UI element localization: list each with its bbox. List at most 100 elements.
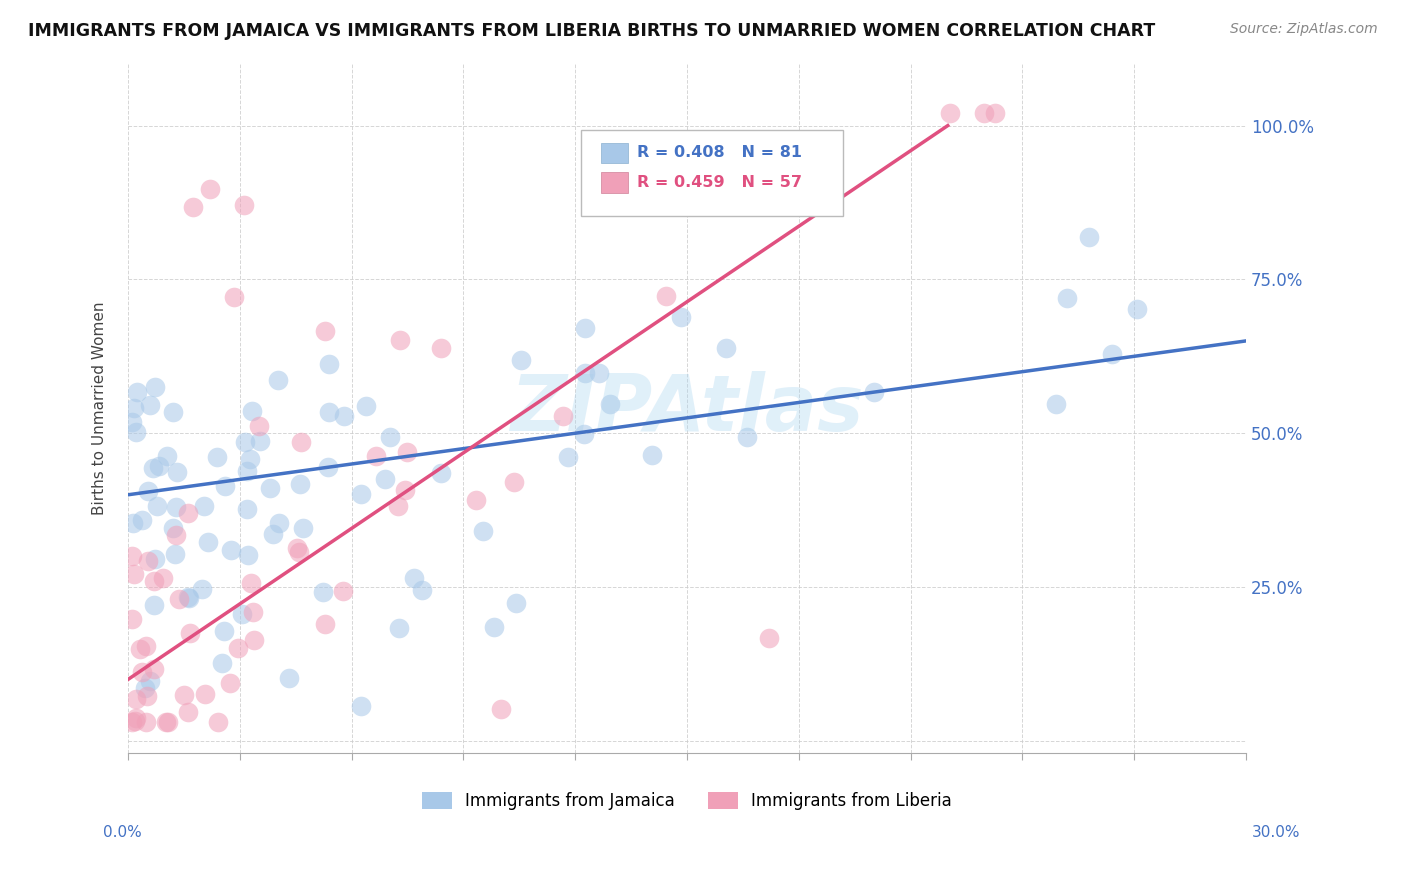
Point	[224, 290, 246, 304]
Point	[146, 500, 169, 514]
Point	[269, 516, 291, 530]
Point	[1126, 301, 1149, 316]
Point	[387, 500, 409, 514]
Point	[142, 662, 165, 676]
Point	[1045, 397, 1067, 411]
Point	[197, 535, 219, 549]
Point	[231, 607, 253, 622]
Point	[247, 418, 270, 433]
Point	[148, 458, 170, 473]
Point	[179, 591, 201, 605]
Point	[233, 434, 256, 449]
Point	[211, 657, 233, 671]
FancyBboxPatch shape	[581, 129, 844, 216]
Text: 0.0%: 0.0%	[103, 825, 142, 839]
Point	[243, 632, 266, 647]
Point	[288, 477, 311, 491]
Point	[332, 409, 354, 423]
Point	[239, 452, 262, 467]
Point	[165, 547, 187, 561]
Point	[128, 642, 150, 657]
Point	[219, 676, 242, 690]
Point	[214, 479, 236, 493]
Point	[312, 584, 335, 599]
Point	[166, 465, 188, 479]
Text: 30.0%: 30.0%	[1253, 825, 1301, 839]
Point	[134, 681, 156, 696]
Point	[152, 571, 174, 585]
Point	[125, 425, 148, 439]
Point	[374, 472, 396, 486]
Point	[332, 584, 354, 599]
Point	[176, 590, 198, 604]
Point	[143, 574, 166, 589]
Point	[572, 426, 595, 441]
Text: ZIPAtlas: ZIPAtlas	[510, 370, 863, 447]
Point	[198, 182, 221, 196]
Point	[574, 321, 596, 335]
Point	[588, 366, 610, 380]
Point	[242, 605, 264, 619]
Point	[233, 198, 256, 212]
Point	[553, 409, 575, 424]
Point	[177, 506, 200, 520]
Point	[277, 671, 299, 685]
Point	[155, 715, 177, 730]
Point	[141, 461, 163, 475]
Point	[143, 380, 166, 394]
Point	[314, 324, 336, 338]
Point	[318, 405, 340, 419]
Point	[236, 501, 259, 516]
Point	[139, 673, 162, 688]
Point	[1056, 291, 1078, 305]
Point	[758, 631, 780, 645]
Point	[574, 367, 596, 381]
Point	[262, 527, 284, 541]
Point	[599, 396, 621, 410]
Point	[125, 385, 148, 400]
Point	[131, 665, 153, 679]
Point	[482, 619, 505, 633]
Point	[411, 583, 433, 598]
Point	[354, 399, 377, 413]
Point	[863, 384, 886, 399]
Point	[267, 373, 290, 387]
Point	[121, 416, 143, 430]
FancyBboxPatch shape	[600, 143, 627, 163]
Point	[136, 554, 159, 568]
Point	[143, 599, 166, 613]
Point	[973, 106, 995, 120]
Point	[669, 310, 692, 324]
Point	[162, 521, 184, 535]
Point	[125, 711, 148, 725]
Point	[165, 500, 187, 515]
Point	[207, 450, 229, 464]
Point	[121, 549, 143, 564]
Point	[430, 341, 453, 355]
Point	[139, 398, 162, 412]
Point	[124, 401, 146, 416]
Point	[290, 434, 312, 449]
Point	[502, 475, 524, 489]
Point	[938, 106, 960, 120]
Point	[318, 358, 340, 372]
Point	[135, 690, 157, 704]
Point	[122, 567, 145, 582]
Point	[121, 612, 143, 626]
Point	[285, 541, 308, 556]
Point	[136, 483, 159, 498]
Point	[388, 333, 411, 347]
Point	[350, 487, 373, 501]
Point	[173, 688, 195, 702]
Point	[291, 521, 314, 535]
Point	[641, 448, 664, 462]
Point	[236, 548, 259, 562]
Point	[396, 445, 419, 459]
Point	[179, 626, 201, 640]
Point	[1078, 230, 1101, 244]
Point	[471, 524, 494, 538]
Point	[191, 582, 214, 597]
FancyBboxPatch shape	[600, 172, 627, 193]
Point	[557, 450, 579, 465]
Text: R = 0.408   N = 81: R = 0.408 N = 81	[637, 145, 801, 161]
